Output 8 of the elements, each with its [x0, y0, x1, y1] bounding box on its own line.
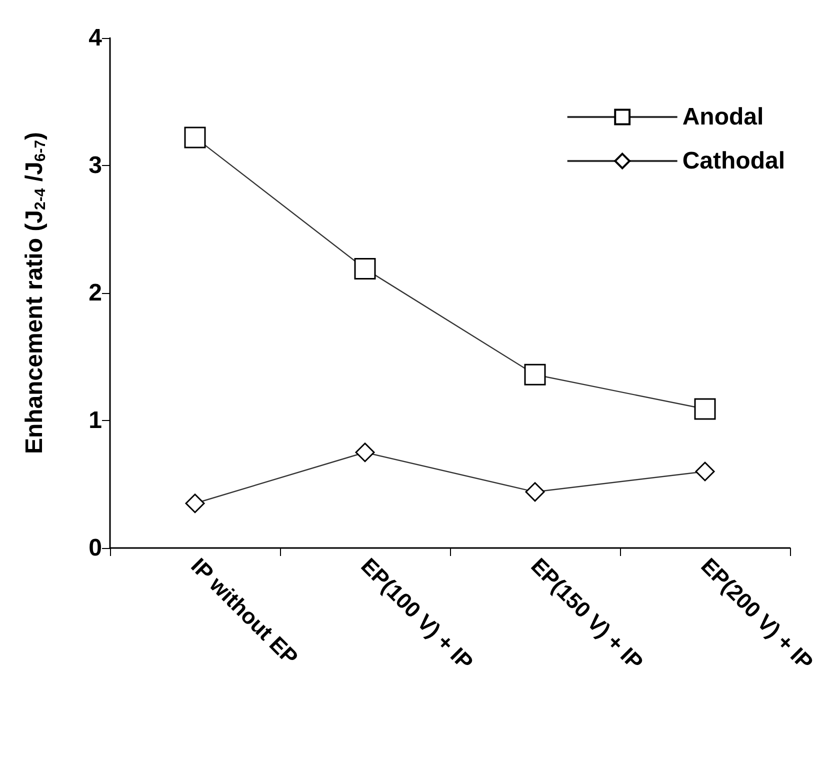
y-tick-label: 4 [88, 24, 103, 52]
legend-label: Anodal [682, 104, 764, 130]
y-tick-label: 2 [88, 280, 102, 306]
legend-label: Cathodal [682, 148, 786, 174]
y-tick-label: 3 [88, 152, 102, 179]
y-axis-title: Enhancement ratio (J2-4 /J6-7) [21, 132, 49, 454]
y-tick-label: 0 [88, 534, 102, 562]
y-tick-label: 1 [88, 407, 102, 434]
